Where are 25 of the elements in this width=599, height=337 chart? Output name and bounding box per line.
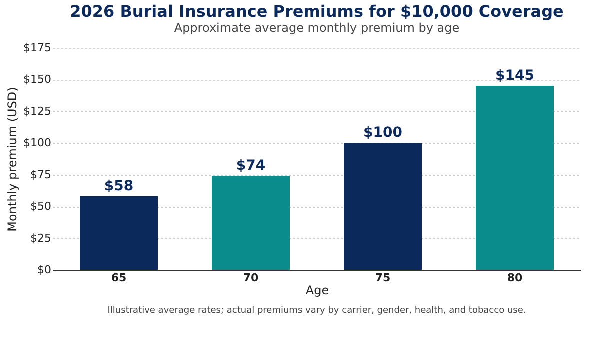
x-tick-label: 70 xyxy=(243,272,259,284)
x-axis-title: Age xyxy=(306,284,330,298)
text: Illustrative average rates; actual premiums vary by carrier, gender, health, and tobacco use. xyxy=(108,306,526,316)
y-tick-label: $150 xyxy=(24,73,52,86)
data-label: $58 xyxy=(104,178,134,194)
x-tick-label: 75 xyxy=(375,272,391,284)
y-tick-label: $50 xyxy=(30,200,52,214)
y-tick-label: $175 xyxy=(24,42,52,54)
data-label: $100 xyxy=(364,125,403,142)
bar xyxy=(80,196,158,270)
y-tick-label: $0 xyxy=(38,264,52,276)
bar xyxy=(212,176,290,270)
chart-subtitle: Approximate average monthly premium by age xyxy=(174,21,460,35)
y-tick-label: $75 xyxy=(30,168,52,182)
y-tick-label: $100 xyxy=(24,136,52,150)
y-axis-title: Monthly premium (USD) xyxy=(6,87,20,232)
bar xyxy=(476,86,554,270)
y-tick-label: $25 xyxy=(30,232,52,245)
x-tick-label: 80 xyxy=(507,272,523,284)
bar xyxy=(344,143,422,270)
chart-title: 2026 Burial Insurance Premiums for $10,000 Coverage xyxy=(70,2,564,21)
x-tick-label: 65 xyxy=(111,272,127,284)
y-tick-label: $125 xyxy=(24,104,52,118)
data-label: $74 xyxy=(236,158,266,174)
data-label: $145 xyxy=(496,68,534,84)
